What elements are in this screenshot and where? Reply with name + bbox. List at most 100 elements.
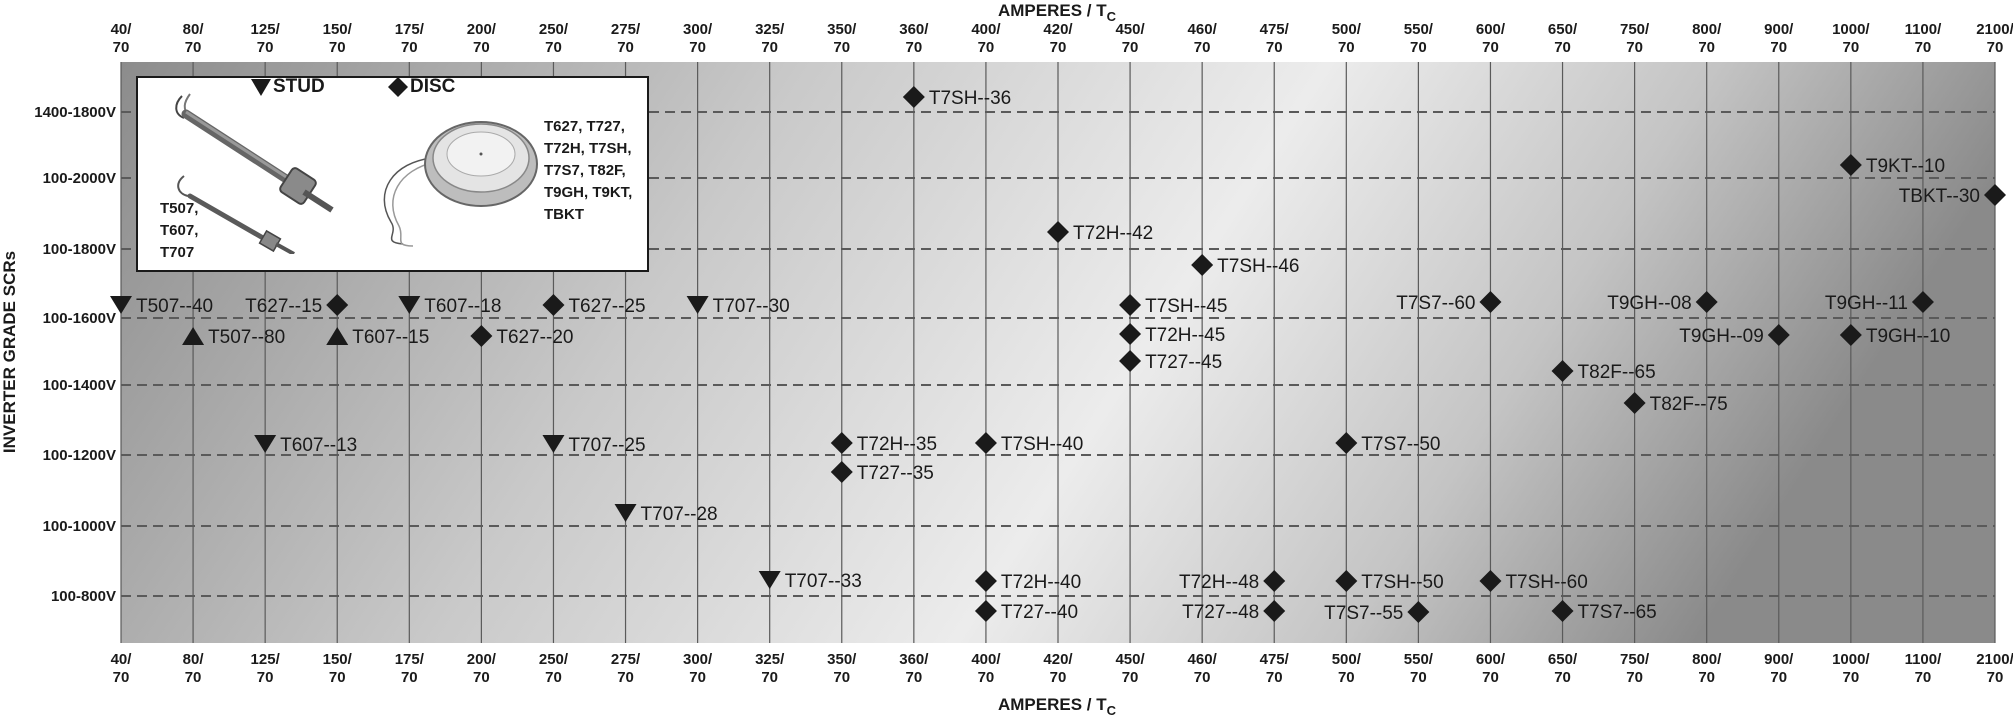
- x-tick-label: 360/: [899, 21, 929, 38]
- y-tick-label: 100-1400V: [43, 377, 116, 394]
- disc-marker: [1047, 221, 1069, 243]
- data-point: T7SH--36: [902, 86, 1011, 109]
- x-tick-label: 70: [833, 669, 850, 686]
- x-tick-label: 450/: [1115, 21, 1145, 38]
- data-point: T7SH--45: [1119, 294, 1227, 317]
- point-label: T9KT--10: [1866, 156, 1945, 177]
- point-label: T7S7--55: [1324, 603, 1403, 624]
- x-tick-label: 750/: [1620, 651, 1650, 668]
- x-tick-label: 500/: [1332, 651, 1362, 668]
- x-tick-label: 460/: [1188, 21, 1218, 38]
- x-tick-label: 70: [1843, 669, 1860, 686]
- data-point: T7S7--55: [1324, 601, 1430, 624]
- x-tick-label: 70: [689, 669, 706, 686]
- data-point: T707--30: [686, 296, 790, 317]
- disc-marker: [1191, 254, 1214, 276]
- data-point: T627--20: [470, 325, 573, 348]
- disc-marker: [1119, 350, 1142, 372]
- x-tick-label: 70: [545, 669, 562, 686]
- x-tick-label: 70: [906, 39, 923, 56]
- data-point: T7S7--60: [1396, 291, 1502, 314]
- data-point: T627--15: [245, 294, 349, 317]
- x-tick-label: 70: [1194, 39, 1211, 56]
- x-tick-label: 325/: [755, 651, 785, 668]
- x-tick-label: 200/: [467, 651, 497, 668]
- x-tick-label: 420/: [1043, 651, 1073, 668]
- x-tick-label: 70: [906, 669, 923, 686]
- x-tick-label: 420/: [1043, 21, 1073, 38]
- y-tick-label: 100-2000V: [43, 170, 116, 187]
- point-label: T7SH--36: [929, 88, 1011, 109]
- x-tick-label: 70: [1698, 39, 1715, 56]
- data-point: T707--28: [614, 504, 718, 525]
- point-label: T7S7--60: [1396, 293, 1475, 314]
- x-tick-label: 70: [689, 39, 706, 56]
- point-label: T607--13: [280, 435, 357, 456]
- x-tick-label: 70: [1987, 39, 2004, 56]
- point-label: T7S7--65: [1578, 602, 1657, 623]
- x-tick-label: 400/: [971, 21, 1001, 38]
- x-tick-label: 300/: [683, 651, 713, 668]
- x-tick-label: 400/: [971, 651, 1001, 668]
- x-tick-label: 70: [617, 39, 634, 56]
- x-tick-label: 300/: [683, 21, 713, 38]
- point-label: T7SH--50: [1361, 572, 1443, 593]
- disc-marker: [1984, 184, 2006, 206]
- x-tick-label: 70: [329, 669, 346, 686]
- x-tick-label: 70: [978, 669, 995, 686]
- point-label: T7SH--40: [1001, 434, 1083, 455]
- disc-marker: [1551, 600, 1574, 622]
- x-tick-label: 70: [1050, 669, 1067, 686]
- data-points: T7SH--36 T9KT--10 TBKT--30 T72H--42 T7SH--46…: [110, 86, 2006, 624]
- x-tick-label: 650/: [1548, 21, 1578, 38]
- x-tick-label: 70: [1554, 669, 1571, 686]
- point-label: T507--80: [208, 327, 285, 348]
- x-tick-label: 70: [113, 39, 130, 56]
- disc-marker: [1623, 392, 1646, 414]
- x-tick-label: 70: [1122, 669, 1139, 686]
- disc-marker: [1551, 360, 1574, 382]
- data-point: T9GH--09: [1679, 324, 1790, 347]
- disc-marker: [1407, 601, 1430, 623]
- x-tick-label: 460/: [1188, 651, 1218, 668]
- disc-marker-icon: [388, 77, 408, 97]
- x-tick-label: 125/: [251, 21, 281, 38]
- x-tick-label: 800/: [1692, 651, 1722, 668]
- data-point: T727--40: [974, 600, 1078, 623]
- disc-marker: [1119, 323, 1142, 345]
- disc-marker: [974, 600, 997, 622]
- x-tick-label: 750/: [1620, 21, 1650, 38]
- point-label: T607--18: [424, 296, 501, 317]
- x-tick-label: 275/: [611, 651, 641, 668]
- point-label: T7SH--46: [1217, 256, 1299, 277]
- y-tick-label: 1400-1800V: [34, 104, 116, 121]
- x-tick-label: 1100/: [1905, 651, 1943, 668]
- data-point: T9GH--08: [1607, 291, 1718, 314]
- data-point: TBKT--30: [1899, 184, 2006, 207]
- data-point: T9GH--10: [1839, 324, 1950, 347]
- disc-marker: [902, 86, 925, 108]
- x-tick-label: 550/: [1404, 651, 1434, 668]
- data-point: T7SH--60: [1479, 570, 1588, 593]
- x-tick-label: 70: [329, 39, 346, 56]
- data-point: T72H--45: [1119, 323, 1225, 346]
- data-point: T7SH--40: [974, 432, 1083, 455]
- x-tick-label: 800/: [1692, 21, 1722, 38]
- disc-marker: [1335, 432, 1358, 454]
- x-tick-label: 350/: [827, 21, 857, 38]
- point-label: T82F--65: [1578, 362, 1656, 383]
- disc-marker: [1767, 324, 1790, 346]
- y-axis-title: INVERTER GRADE SCRs: [0, 251, 19, 453]
- stud-marker-up: [182, 327, 205, 345]
- data-point: T727--48: [1182, 600, 1286, 623]
- data-point: T72H--48: [1179, 570, 1286, 593]
- disc-marker: [1695, 291, 1718, 313]
- x-tick-label: 70: [1987, 669, 2004, 686]
- stud-model-list: T507, T607, T707: [160, 200, 199, 261]
- stud-marker-down: [542, 435, 565, 453]
- point-label: T707--30: [713, 296, 790, 317]
- x-tick-label: 70: [1626, 39, 1643, 56]
- disc-marker: [830, 461, 853, 483]
